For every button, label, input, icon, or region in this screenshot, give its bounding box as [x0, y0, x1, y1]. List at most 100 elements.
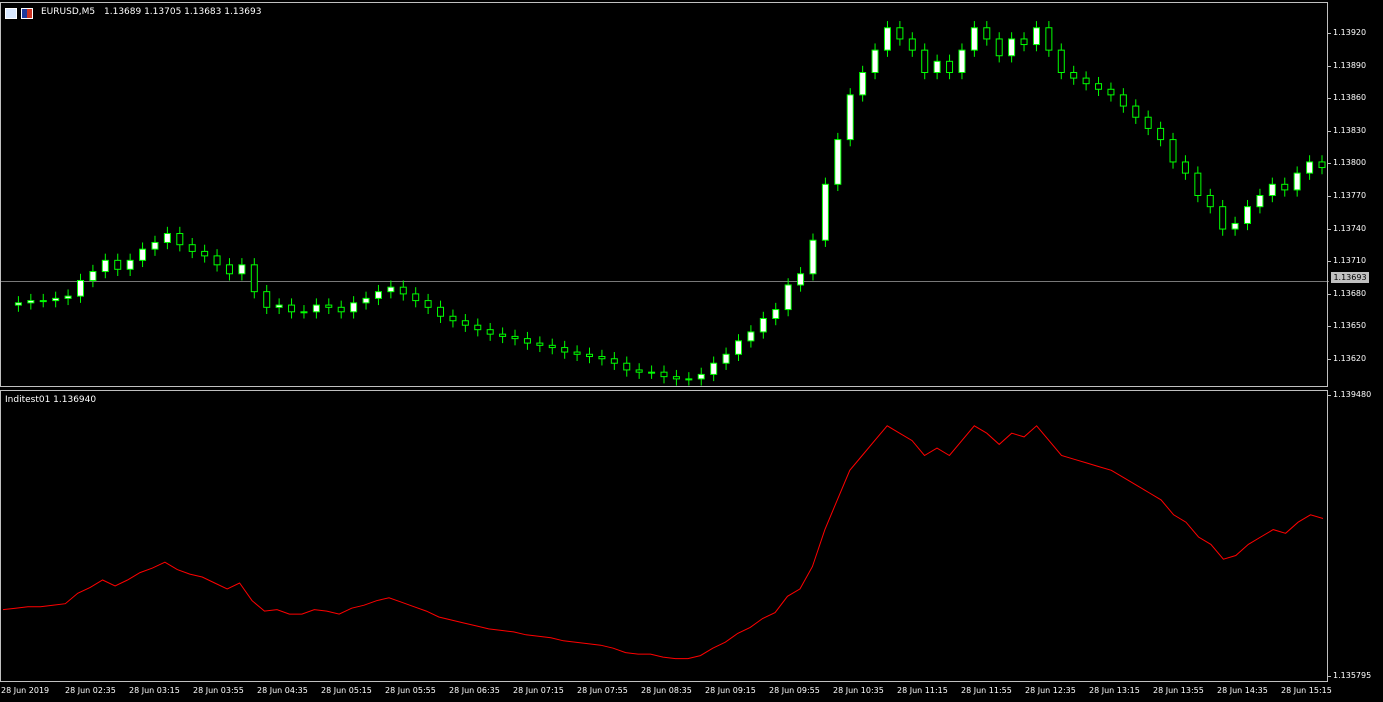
candle-body: [449, 315, 457, 322]
candle-body: [126, 259, 134, 270]
candle-body: [1008, 38, 1016, 57]
candle-body: [275, 304, 283, 308]
candle-body: [598, 356, 606, 360]
candle-body: [1306, 161, 1314, 174]
candle-body: [561, 347, 569, 353]
candle-body: [511, 335, 519, 340]
candle-body: [424, 300, 432, 308]
candle-body: [1095, 83, 1103, 90]
candle-body: [846, 94, 854, 141]
candle-body: [188, 244, 196, 252]
candle-body: [660, 371, 668, 378]
candle-body: [151, 241, 159, 250]
time-tick: 28 Jun 06:35: [449, 686, 500, 695]
candle-body: [772, 309, 780, 319]
candle-body: [14, 302, 22, 306]
candle-body: [759, 318, 767, 333]
candle-body: [139, 248, 147, 261]
candle-body: [1132, 105, 1140, 118]
time-tick: 28 Jun 11:15: [897, 686, 948, 695]
time-tick: 28 Jun 07:15: [513, 686, 564, 695]
symbol-flag-icon: [21, 8, 33, 19]
time-tick: 28 Jun 12:35: [1025, 686, 1076, 695]
candle-body: [908, 38, 916, 51]
indicator-line: [2, 425, 1324, 660]
ohlc-label: 1.13689 1.13705 1.13683 1.13693: [104, 7, 262, 17]
price-tick: 1.13740: [1327, 223, 1367, 233]
candle-body: [623, 362, 631, 371]
candle-body: [499, 333, 507, 337]
time-tick: 28 Jun 13:55: [1153, 686, 1204, 695]
candle-body: [946, 60, 954, 73]
candle-body: [1157, 127, 1165, 141]
candle-body: [486, 329, 494, 335]
candle-body: [1032, 27, 1040, 46]
symbol-label: EURUSD,M5: [41, 7, 96, 17]
price-tick: 1.13620: [1327, 354, 1367, 363]
price-tick: 1.13770: [1327, 191, 1367, 200]
candle-body: [734, 340, 742, 355]
time-tick: 28 Jun 11:55: [961, 686, 1012, 695]
candle-body: [697, 373, 705, 380]
time-tick: 28 Jun 02:35: [65, 686, 116, 695]
candle-body: [312, 304, 320, 313]
candle-body: [1020, 38, 1028, 46]
price-tick: 1.13800: [1327, 158, 1367, 168]
candle-body: [610, 358, 618, 364]
candle-body: [648, 371, 656, 374]
chart-window-icon: [5, 8, 17, 19]
time-tick: 28 Jun 13:15: [1089, 686, 1140, 695]
candle-body: [250, 264, 258, 293]
time-tick: 28 Jun 10:35: [833, 686, 884, 695]
indicator-pane[interactable]: Inditest01 1.136940: [0, 390, 1328, 682]
candle-body: [387, 286, 395, 293]
candle-body: [995, 38, 1003, 57]
candle-body: [821, 183, 829, 241]
candle-body: [573, 351, 581, 355]
candle-body: [474, 324, 482, 331]
price-chart-pane[interactable]: EURUSD,M5 1.13689 1.13705 1.13683 1.1369…: [0, 2, 1329, 387]
candle-body: [163, 233, 171, 243]
candle-body: [238, 264, 246, 275]
candle-body: [461, 320, 469, 326]
candle-body: [213, 255, 221, 266]
indicator-line-chart: [2, 425, 1324, 660]
time-tick: 28 Jun 03:15: [129, 686, 180, 695]
price-tick: 1.13890: [1327, 60, 1367, 70]
candle-body: [39, 300, 47, 303]
candle-body: [263, 291, 271, 308]
price-tick: 1.13830: [1327, 125, 1367, 135]
candle-body: [1070, 72, 1078, 79]
price-tick: 1.13710: [1327, 256, 1367, 266]
candle-body: [76, 279, 84, 297]
candle-body: [1281, 183, 1289, 191]
price-tick: 1.13680: [1327, 288, 1367, 298]
candle-body: [1181, 161, 1189, 174]
candle-body: [1293, 172, 1301, 191]
candle-body: [89, 271, 97, 281]
candle-body: [1206, 195, 1214, 208]
candle-body: [1169, 139, 1177, 163]
indicator-axis-top: 1.139480: [1327, 390, 1372, 399]
candle-body: [1144, 116, 1152, 129]
candle-body: [1107, 88, 1115, 96]
candle-body: [672, 376, 680, 380]
indicator-axis-bottom: 1.135795: [1327, 671, 1372, 680]
candle-body: [958, 49, 966, 73]
price-tick: 1.13860: [1327, 93, 1367, 103]
candle-body: [883, 27, 891, 51]
candle-body: [350, 302, 358, 313]
candle-body: [399, 286, 407, 295]
candle-body: [362, 297, 370, 304]
candle-body: [722, 353, 730, 364]
candle-body: [1119, 94, 1127, 107]
candle-body: [52, 297, 60, 302]
candle-body: [921, 49, 929, 73]
candle-body: [412, 293, 420, 302]
price-tick: 1.13920: [1327, 28, 1367, 37]
candle-body: [325, 304, 333, 308]
candle-body: [1045, 27, 1053, 51]
current-price-badge: 1.13693: [1331, 272, 1369, 283]
time-tick: 28 Jun 04:35: [257, 686, 308, 695]
candle-body: [1057, 49, 1065, 73]
